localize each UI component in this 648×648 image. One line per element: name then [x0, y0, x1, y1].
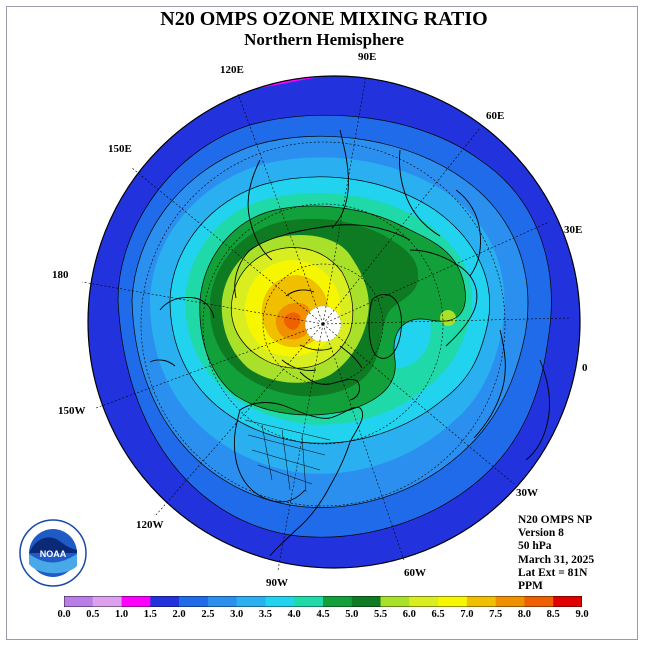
legend-tick-label: 5.5 [373, 609, 388, 620]
logo-wordmark: NOAA [40, 549, 67, 559]
legend-tick-label: 4.0 [287, 609, 301, 620]
graticule [81, 75, 570, 571]
legend-swatch [294, 596, 324, 607]
lon-label-90w: 90W [266, 577, 288, 589]
legend-tick-label: 1.5 [143, 609, 157, 620]
coastlines [149, 129, 551, 557]
ozone-field [88, 76, 580, 568]
legend-tick-label: 6.0 [402, 609, 416, 620]
info-block: N20 OMPS NP Version 8 50 hPa March 31, 2… [518, 514, 594, 593]
legend-tick-label: 3.0 [230, 609, 244, 620]
map-subtitle: Northern Hemisphere [244, 30, 404, 49]
lon-label-120w: 120W [136, 519, 164, 531]
legend-swatch [438, 596, 468, 607]
lon-label-60w: 60W [404, 567, 426, 579]
lon-label-180: 180 [52, 269, 69, 281]
info-lat-ext: Lat Ext = 81N [518, 566, 588, 579]
legend-swatch [351, 596, 381, 607]
color-legend-bar [64, 596, 582, 607]
legend-swatch [64, 596, 94, 607]
legend-tick-label: 3.5 [258, 609, 272, 620]
legend-tick-label: 0.0 [57, 609, 71, 620]
legend-tick-label: 0.5 [86, 609, 100, 620]
image-frame [6, 6, 638, 640]
lon-label-150w: 150W [58, 405, 86, 417]
legend-tick-label: 4.5 [316, 609, 330, 620]
us-state-borders [244, 419, 331, 493]
legend-tick-label: 2.5 [201, 609, 215, 620]
legend-swatch [207, 596, 237, 607]
legend-tick-label: 6.5 [431, 609, 445, 620]
contour-band-1-5-2-0-inner [175, 78, 374, 150]
lon-label-30e: 30E [564, 224, 582, 236]
lon-label-90e: 90E [358, 51, 376, 63]
lon-label-60e: 60E [486, 110, 504, 122]
legend-tick-label: 7.0 [460, 609, 474, 620]
legend-tick-label: 7.5 [489, 609, 503, 620]
legend-swatch [92, 596, 122, 607]
legend-swatch [150, 596, 180, 607]
lon-label-120e: 120E [220, 64, 244, 76]
legend-swatch [179, 596, 209, 607]
map-boundary [87, 75, 581, 569]
lon-label-30w: 30W [516, 487, 538, 499]
noaa-logo: NOAA [19, 519, 87, 587]
legend-tick-label: 9.0 [575, 609, 589, 620]
legend-swatch [524, 596, 554, 607]
legend-tick-label: 1.0 [114, 609, 129, 620]
lon-label-150e: 150E [108, 143, 132, 155]
info-units: PPM [518, 580, 543, 593]
legend-swatch [265, 596, 295, 607]
legend-swatch [323, 596, 353, 607]
legend-swatch [121, 596, 151, 607]
legend-tick-label: 2.0 [172, 609, 186, 620]
contour-lines [117, 114, 552, 538]
contour-band-8-0-8-5 [283, 312, 301, 330]
info-date: March 31, 2025 [518, 553, 595, 566]
color-legend-labels: 0.0 0.5 1.0 1.5 2.0 2.5 3.0 3.5 4.0 4.5 5.0 5.5 6.0 6… [0, 609, 648, 623]
legend-swatch [236, 596, 266, 607]
legend-swatch [553, 596, 582, 607]
map-title: N20 OMPS OZONE MIXING RATIO [160, 8, 488, 30]
legend-tick-label: 5.0 [345, 609, 359, 620]
legend-tick-label: 8.0 [517, 609, 531, 620]
legend-swatch [495, 596, 525, 607]
info-version: Version 8 [518, 527, 564, 540]
lon-label-0: 0 [582, 362, 588, 374]
info-instrument: N20 OMPS NP [518, 514, 593, 526]
legend-tick-label: 8.5 [546, 609, 560, 620]
legend-swatch [409, 596, 439, 607]
contour-patch-europe [440, 310, 456, 326]
info-level: 50 hPa [518, 540, 552, 553]
legend-swatch [466, 596, 496, 607]
legend-swatch [380, 596, 410, 607]
longitude-labels: 90E 60E 30E 0 30W 60W 90W 120W 150W 180 … [52, 51, 588, 589]
